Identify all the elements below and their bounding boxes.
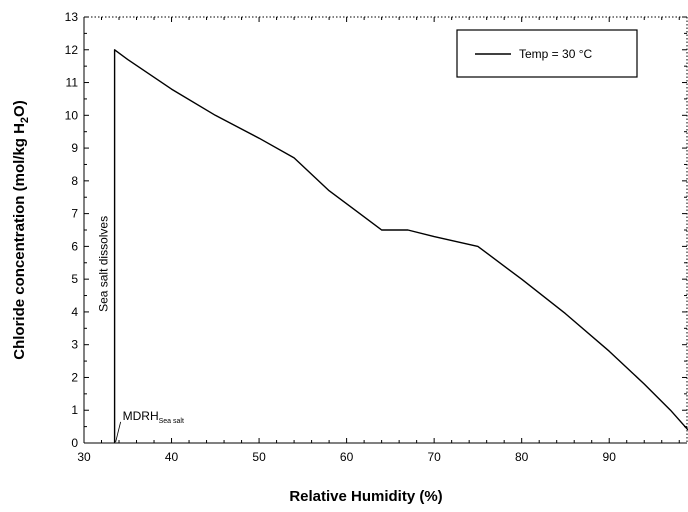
y-tick-label: 12 — [65, 43, 79, 57]
y-tick-label: 2 — [71, 370, 78, 384]
x-tick-label: 30 — [77, 450, 91, 464]
annotation-mdrh-pointer — [115, 421, 122, 443]
y-tick-label: 8 — [71, 174, 78, 188]
y-tick-label: 7 — [71, 207, 78, 221]
annotations: Sea salt dissolves MDRHSea salt — [97, 216, 184, 443]
x-tick-label: 90 — [603, 450, 617, 464]
legend-entry: Temp = 30 °C — [519, 47, 593, 61]
y-axis-title: Chloride concentration (mol/kg H2O) — [11, 100, 31, 359]
legend: Temp = 30 °C — [456, 29, 638, 78]
series-line — [113, 49, 688, 443]
y-tick-label: 6 — [71, 239, 78, 253]
x-tick-label: 70 — [427, 450, 441, 464]
annotation-mdrh-subscript: Sea salt — [159, 418, 184, 425]
y-tick-label: 11 — [66, 76, 79, 90]
y-tick-label: 9 — [71, 141, 78, 155]
y-tick-label: 3 — [71, 338, 78, 352]
y-tick-label: 5 — [71, 272, 78, 286]
annotation-sea-salt-dissolves: Sea salt dissolves — [97, 216, 111, 312]
x-tick-label: 60 — [340, 450, 354, 464]
x-tick-label: 40 — [165, 450, 179, 464]
annotation-mdrh: MDRHSea salt — [123, 409, 184, 425]
y-tick-label: 10 — [65, 108, 79, 122]
x-tick-label: 50 — [252, 450, 266, 464]
x-tick-label: 80 — [515, 450, 529, 464]
y-tick-label: 0 — [71, 436, 78, 450]
y-tick-label: 1 — [71, 403, 78, 417]
axis-titles: Relative Humidity (%) Chloride concentrat… — [11, 100, 443, 505]
data-series — [113, 49, 688, 443]
x-axis-title: Relative Humidity (%) — [289, 488, 442, 505]
y-tick-label: 13 — [65, 10, 79, 24]
y-tick-label: 4 — [71, 305, 78, 319]
